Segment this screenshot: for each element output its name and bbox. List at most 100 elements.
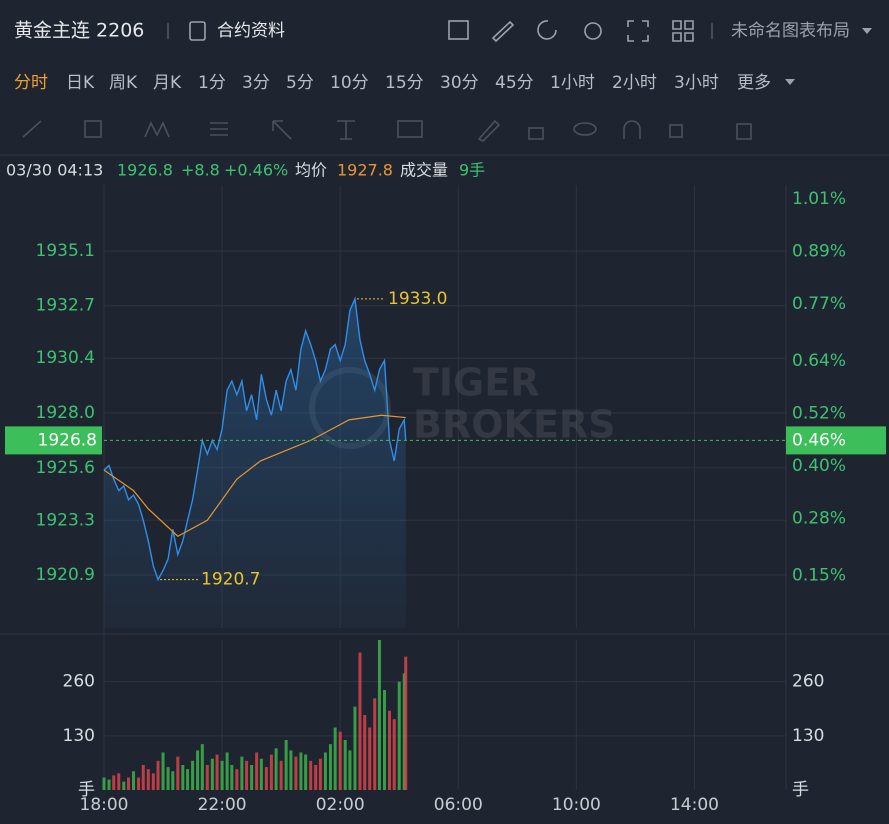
timeframe[interactable]: 45分 [495,73,534,93]
settings-icon[interactable] [584,22,602,40]
copy-tool[interactable] [669,124,683,138]
volume-bar [235,769,239,790]
timeframe[interactable]: 1分 [198,73,226,93]
x-tick-label: 14:00 [670,795,719,815]
layout-icon[interactable] [672,20,694,42]
volume-bar [151,773,155,790]
chart-icon[interactable] [448,20,469,40]
volume-bar [314,765,318,790]
measure-tool[interactable] [337,120,355,140]
timeframe[interactable]: 3小时 [674,73,719,93]
y-tick-label: 1925.6 [36,458,95,478]
volume-bar [205,765,209,790]
volume-bar [348,750,352,790]
volume-bar [328,744,332,790]
volume-bar [186,769,190,790]
volume-bar [368,727,372,790]
volume-bar [146,769,150,790]
text-tool[interactable] [397,120,423,138]
volume-bar [377,640,381,790]
volume-bar [397,681,401,790]
timeframe[interactable]: 30分 [440,73,479,93]
volume-tick-label: 260 [792,672,824,692]
dropdown-arrow[interactable] [785,79,795,85]
current-price-label: 1926.8 [38,430,97,450]
y2-tick-label: 0.77% [792,294,846,314]
y2-tick-label: 0.40% [792,456,846,476]
timeframe[interactable]: 日K [66,73,95,93]
chart: 18:00 22:00 02:00 06:00 10:00 14:00 1920.9 1923… [0,185,889,815]
lock-tool[interactable] [528,127,544,140]
volume-bar [102,777,106,790]
y-tick-label: 1920.9 [36,565,95,585]
price-area [104,298,406,628]
info-vol: 9手 [459,161,485,180]
rect-tool[interactable] [84,120,102,138]
volume-bar [274,748,278,790]
x-tick-label: 22:00 [198,795,247,815]
doc-icon [189,21,206,41]
timeframe[interactable]: 10分 [330,73,369,93]
volume-bar [404,656,408,790]
layout-name[interactable]: 未命名图表布局 [731,21,850,41]
fib-tool[interactable] [210,122,228,136]
info-vol-label: 成交量 [400,161,448,180]
info-bar: 03/30 04:13 1926.8 +8.8 +0.46% 均价 1927.8… [6,161,485,180]
volume-bar [215,754,219,790]
contract-info[interactable]: 合约资料 [217,21,285,41]
fullscreen-icon[interactable] [627,20,649,42]
info-avg: 1927.8 [337,161,393,180]
volume-bar [392,719,396,790]
timeframe[interactable]: 更多 [737,73,771,93]
magnet-tool[interactable] [623,120,641,139]
timeframe[interactable]: 5分 [286,73,314,93]
contract-info-button[interactable]: 合约资料 [189,21,285,41]
avg-line [103,414,406,537]
volume-bar [338,731,342,790]
volume-bar [176,756,180,790]
y-tick-label: 1923.3 [36,510,95,530]
current-price-box [5,426,102,455]
volume-bar [127,777,131,790]
volume-bar [289,750,293,790]
volume-bar [259,758,263,790]
line-tool[interactable] [22,120,42,138]
timeframe[interactable]: 1小时 [550,73,595,93]
y2-tick-label: 0.15% [792,565,846,585]
volume-bar [343,740,347,790]
dropdown-arrow[interactable] [862,28,872,34]
eye-tool[interactable] [573,122,597,136]
volume-bar [373,698,377,790]
volume-bar [122,781,126,790]
trash-tool[interactable] [736,123,752,140]
y2-tick-label: 0.28% [792,509,846,529]
pen-tool[interactable] [477,119,501,142]
y2-tick-label: 0.89% [792,242,846,262]
arrow-tool[interactable] [272,120,292,140]
edit-icon[interactable] [491,20,515,43]
volume-bar [264,767,268,790]
timeframe[interactable]: 2小时 [612,73,657,93]
reset-icon[interactable] [537,20,557,40]
info-change: +8.8 [181,161,220,180]
timeframe[interactable]: 分时 [14,73,48,93]
info-price: 1926.8 [117,161,173,180]
info-datetime: 03/30 04:13 [6,161,103,180]
y-tick-label: 1930.4 [36,348,95,368]
timeframe[interactable]: 周K [109,73,138,93]
wave-tool[interactable] [144,121,170,138]
current-pct-box [786,426,886,455]
volume-tick-label: 手 [78,780,95,800]
y2-tick-label: 1.01% [792,189,846,209]
timeframe-bar: 分时 日K 周K 月K 1分 3分 5分 10分 15分 30分 45分 1小时 2小时 3小时 更多 [14,73,771,93]
volume-bar [171,771,175,790]
timeframe[interactable]: 月K [153,73,182,93]
x-tick-label: 10:00 [552,795,601,815]
volume-bar [358,652,362,790]
timeframe[interactable]: 15分 [385,73,424,93]
volume-bar [191,760,195,790]
symbol-title: 黄金主连 2206 [14,20,144,42]
timeframe[interactable]: 3分 [242,73,270,93]
high-label: 1933.0 [388,289,447,309]
